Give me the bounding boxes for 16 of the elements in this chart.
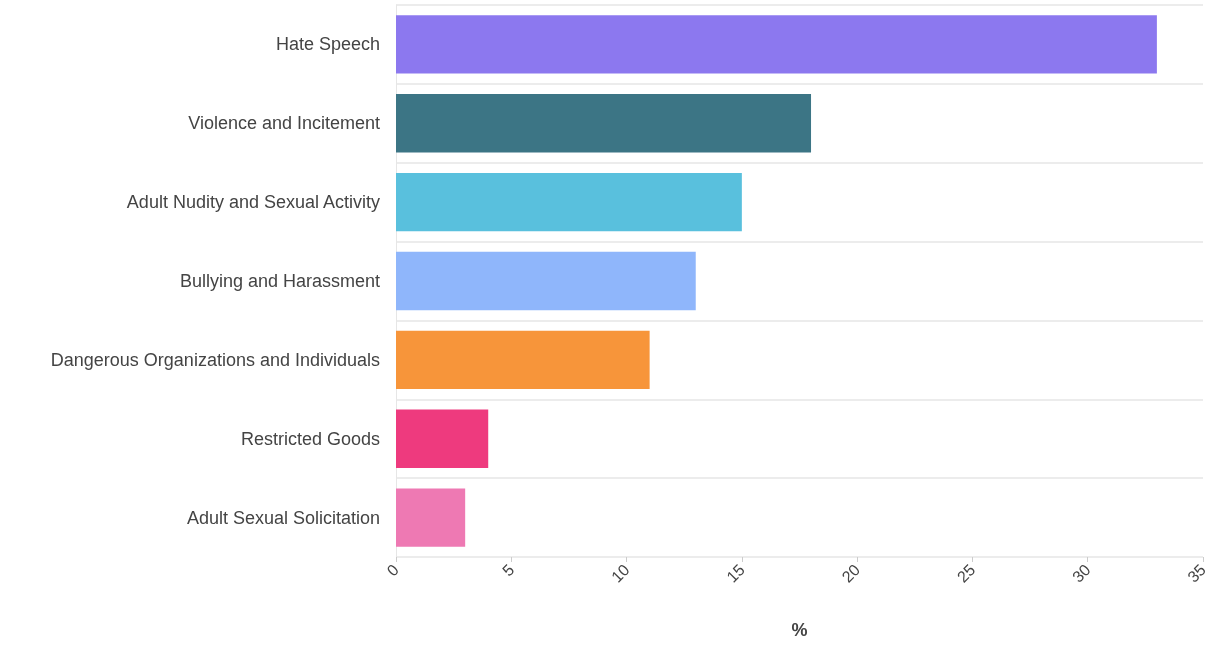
x-tick-label: 20 (838, 560, 864, 586)
x-tick-label: 5 (498, 560, 518, 580)
x-tick-label: 15 (723, 560, 748, 586)
y-tick-label: Hate Speech (275, 34, 380, 55)
x-tick-label: 0 (383, 560, 403, 580)
y-tick-label: Adult Nudity and Sexual Activity (126, 192, 380, 213)
y-tick-label: Adult Sexual Solicitation (186, 507, 380, 528)
x-tick-label: 25 (953, 560, 979, 586)
y-tick-label: Violence and Incitement (188, 113, 380, 134)
x-tick-label: 35 (1184, 560, 1210, 586)
x-tick-label: 30 (1069, 560, 1094, 586)
y-tick-label: Dangerous Organizations and Individuals (50, 349, 380, 370)
x-tick-label: 10 (607, 560, 633, 586)
x-axis-title: % (791, 620, 808, 640)
y-tick-label: Restricted Goods (240, 428, 380, 449)
y-tick-label: Bullying and Harassment (179, 271, 380, 291)
